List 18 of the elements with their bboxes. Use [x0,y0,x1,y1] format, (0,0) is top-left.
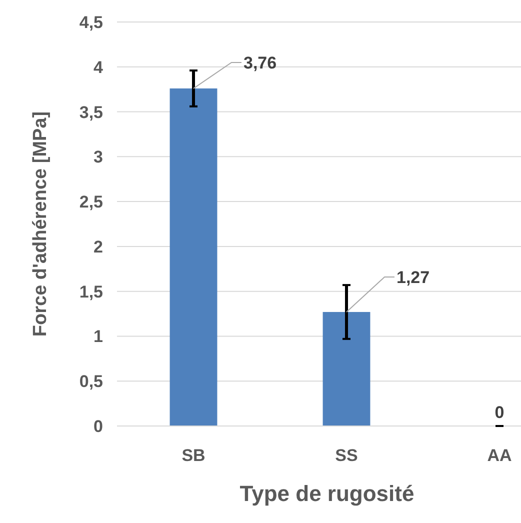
y-tick-label: 4 [94,58,104,77]
x-tick-label: AA [487,446,512,465]
data-label: 0 [494,403,504,422]
x-tick-label: SB [182,446,206,465]
y-tick-label: 2 [94,237,103,256]
y-tick-label: 1,5 [79,282,103,302]
data-label: 1,27 [396,268,430,288]
y-tick-label: 4,5 [79,13,103,32]
y-axis-title: Force d'adhérence [MPa] [30,111,51,337]
x-axis-title: Type de rugosité [240,481,414,506]
x-tick-label: SS [335,446,358,465]
y-tick-label: 3 [94,148,103,167]
data-label: 3,76 [244,53,277,72]
y-tick-label: 2,5 [79,192,103,212]
y-tick-label: 1 [94,327,103,346]
y-tick-label: 0,5 [79,372,103,392]
y-tick-label: 3,5 [79,102,103,122]
y-tick-label: 0 [94,417,103,436]
